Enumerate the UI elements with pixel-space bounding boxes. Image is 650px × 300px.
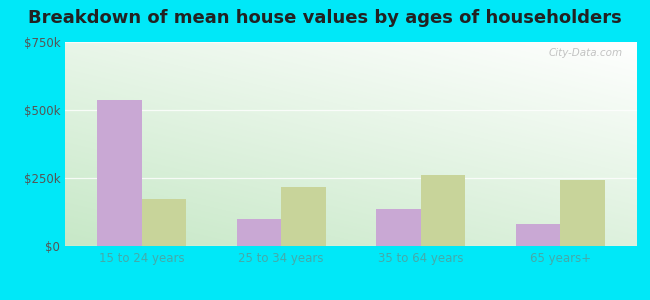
Bar <box>97 100 142 246</box>
Bar <box>376 209 421 246</box>
Bar <box>281 187 326 246</box>
Bar <box>515 224 560 246</box>
Text: City-Data.com: City-Data.com <box>549 48 623 58</box>
Bar <box>237 219 281 246</box>
Bar <box>142 199 187 246</box>
Bar <box>560 180 605 246</box>
Bar <box>421 175 465 246</box>
Text: Breakdown of mean house values by ages of householders: Breakdown of mean house values by ages o… <box>28 9 622 27</box>
